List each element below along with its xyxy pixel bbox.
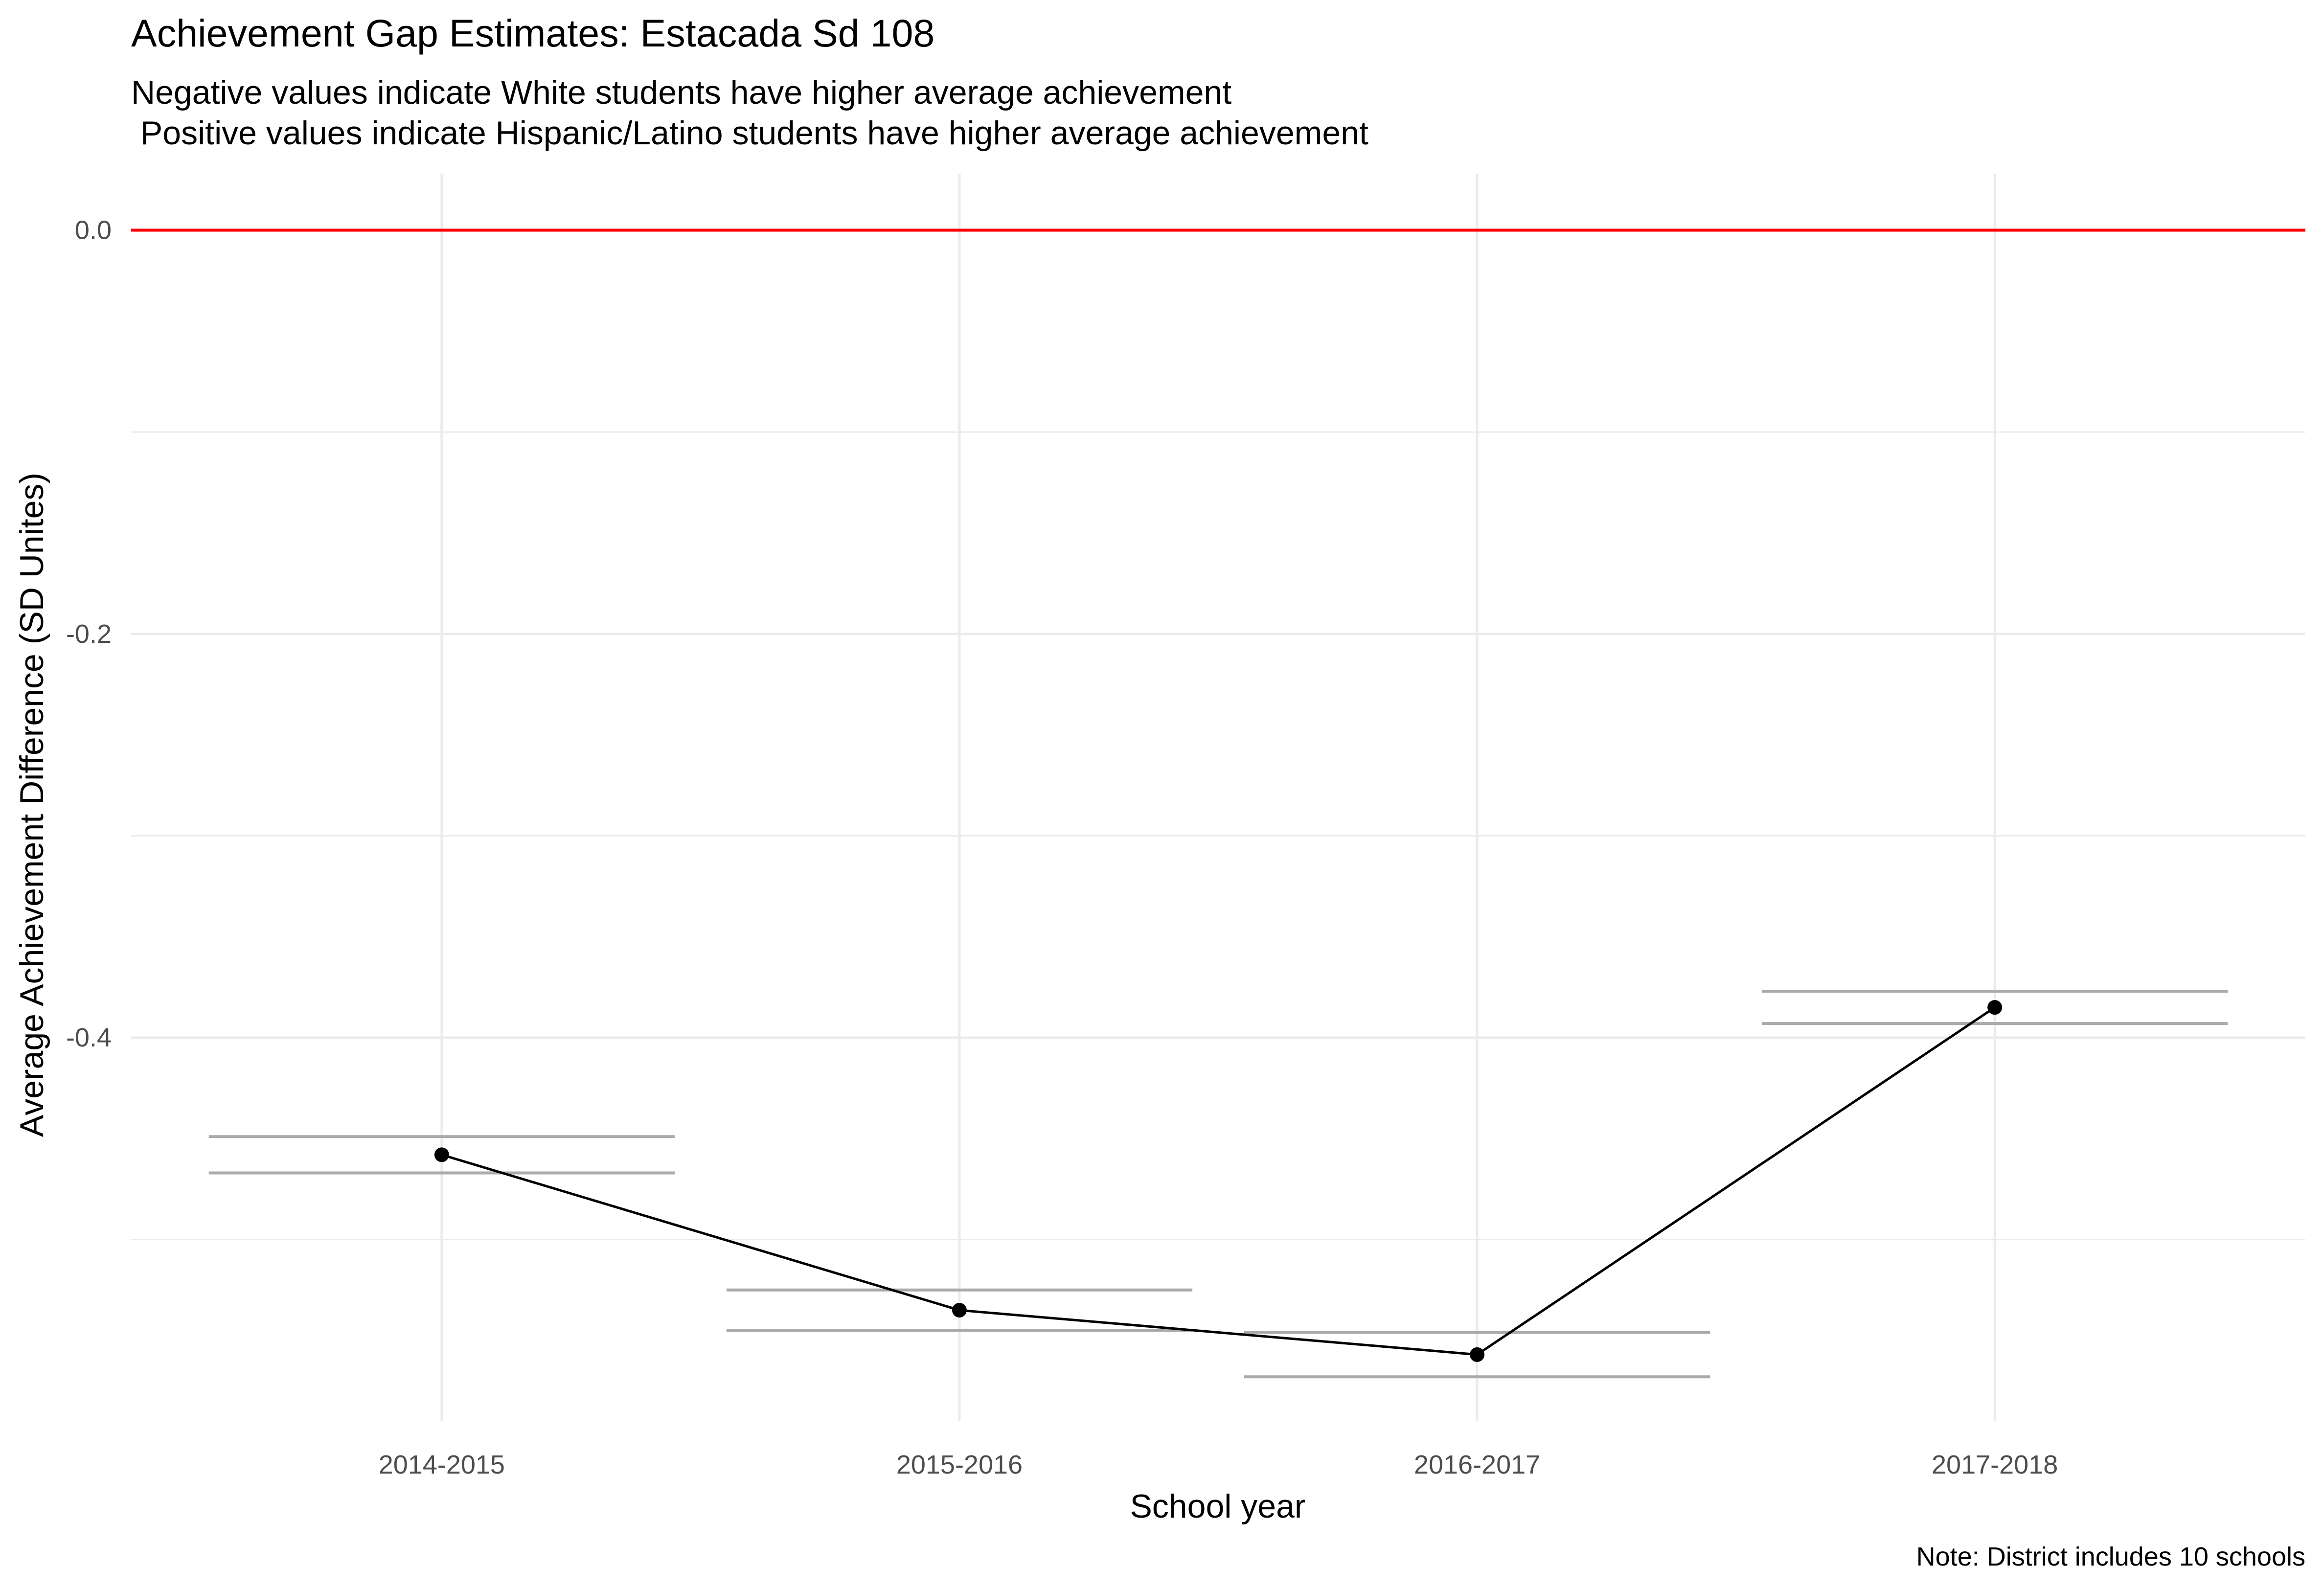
chart-subtitle-line-1: Negative values indicate White students … (131, 74, 1231, 111)
x-tick-label: 2016-2017 (1414, 1450, 1540, 1479)
chart-title: Achievement Gap Estimates: Estacada Sd 1… (131, 11, 934, 55)
data-points (434, 1000, 2003, 1362)
x-tick-label: 2017-2018 (1932, 1450, 2058, 1479)
chart-caption: Note: District includes 10 schools (1916, 1542, 2305, 1571)
x-axis-title: School year (1130, 1488, 1305, 1525)
y-tick-labels: 0.0 -0.2 -0.4 (66, 216, 112, 1052)
y-tick-label: -0.2 (66, 619, 112, 649)
x-tick-label: 2015-2016 (896, 1450, 1023, 1479)
data-point (434, 1147, 449, 1162)
data-point (952, 1303, 967, 1318)
error-bars (208, 990, 2228, 1379)
grid-lines (131, 174, 2305, 1421)
x-tick-labels: 2014-2015 2015-2016 2016-2017 2017-2018 (379, 1450, 2058, 1479)
data-point (1987, 1000, 2003, 1015)
chart-subtitle-line-2: Positive values indicate Hispanic/Latino… (131, 114, 1368, 152)
series-line-group (441, 1006, 1996, 1356)
data-point (1470, 1347, 1485, 1362)
y-tick-label: -0.4 (66, 1023, 112, 1052)
x-tick-label: 2014-2015 (379, 1450, 505, 1479)
y-tick-label: 0.0 (75, 216, 112, 245)
series-line (441, 1006, 1996, 1356)
y-axis-title: Average Achievement Difference (SD Unite… (13, 473, 50, 1137)
